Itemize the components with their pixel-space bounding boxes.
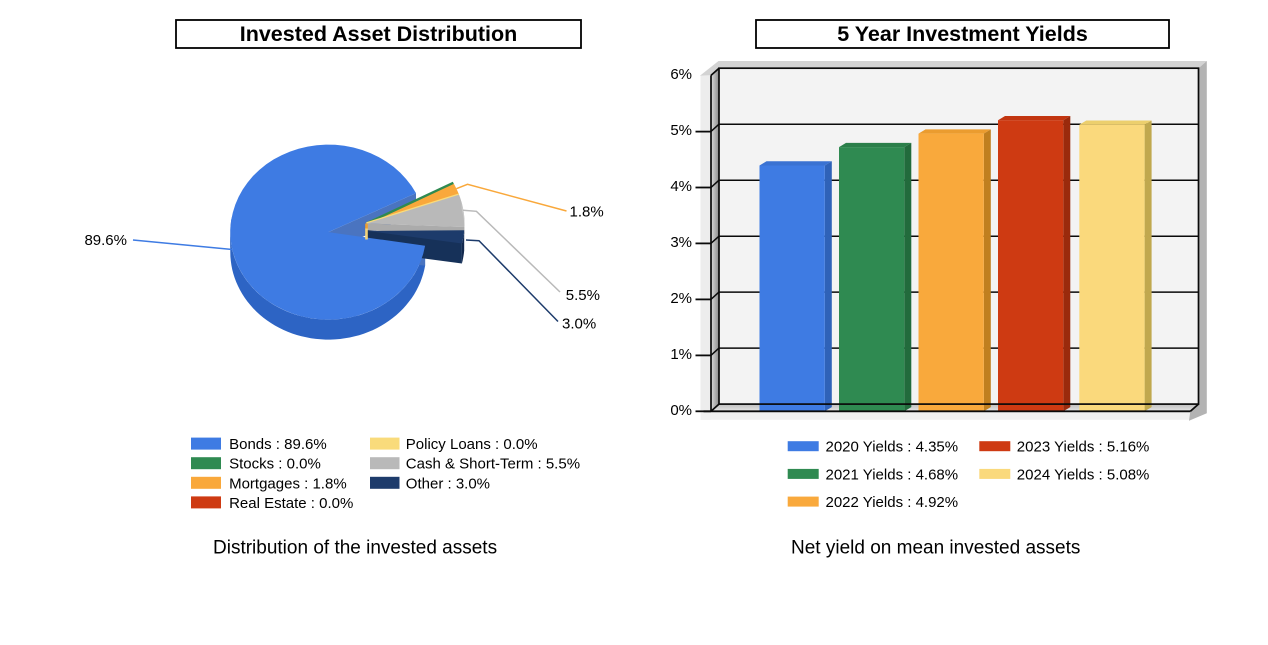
svg-text:1%: 1% bbox=[670, 346, 692, 363]
svg-text:Mortgages : 1.8%: Mortgages : 1.8% bbox=[229, 475, 347, 492]
svg-text:2024 Yields : 5.08%: 2024 Yields : 5.08% bbox=[1017, 466, 1150, 483]
svg-text:Distribution of the invested a: Distribution of the invested assets bbox=[213, 538, 497, 559]
svg-text:Invested Asset Distribution: Invested Asset Distribution bbox=[240, 22, 518, 46]
svg-text:2023 Yields : 5.16%: 2023 Yields : 5.16% bbox=[1017, 439, 1150, 456]
svg-text:2%: 2% bbox=[670, 290, 692, 307]
svg-text:5.5%: 5.5% bbox=[566, 287, 600, 304]
svg-text:0%: 0% bbox=[670, 402, 692, 419]
svg-text:Stocks : 0.0%: Stocks : 0.0% bbox=[229, 456, 321, 473]
svg-text:Real Estate : 0.0%: Real Estate : 0.0% bbox=[229, 495, 353, 512]
svg-text:Policy Loans : 0.0%: Policy Loans : 0.0% bbox=[406, 436, 538, 453]
svg-text:6%: 6% bbox=[670, 66, 692, 83]
svg-text:89.6%: 89.6% bbox=[84, 232, 127, 249]
svg-text:5 Year Investment Yields: 5 Year Investment Yields bbox=[837, 22, 1088, 46]
svg-text:2022 Yields : 4.92%: 2022 Yields : 4.92% bbox=[826, 494, 959, 511]
svg-text:3.0%: 3.0% bbox=[562, 316, 596, 333]
svg-text:Other : 3.0%: Other : 3.0% bbox=[406, 475, 490, 492]
svg-text:Net yield on mean invested ass: Net yield on mean invested assets bbox=[791, 538, 1080, 559]
svg-text:Bonds : 89.6%: Bonds : 89.6% bbox=[229, 436, 327, 453]
svg-text:3%: 3% bbox=[670, 234, 692, 251]
svg-text:2021 Yields : 4.68%: 2021 Yields : 4.68% bbox=[826, 466, 959, 483]
svg-text:Cash & Short-Term : 5.5%: Cash & Short-Term : 5.5% bbox=[406, 456, 580, 473]
svg-text:2020 Yields : 4.35%: 2020 Yields : 4.35% bbox=[826, 439, 959, 456]
svg-text:1.8%: 1.8% bbox=[570, 203, 604, 220]
svg-text:5%: 5% bbox=[670, 122, 692, 139]
svg-text:4%: 4% bbox=[670, 178, 692, 195]
